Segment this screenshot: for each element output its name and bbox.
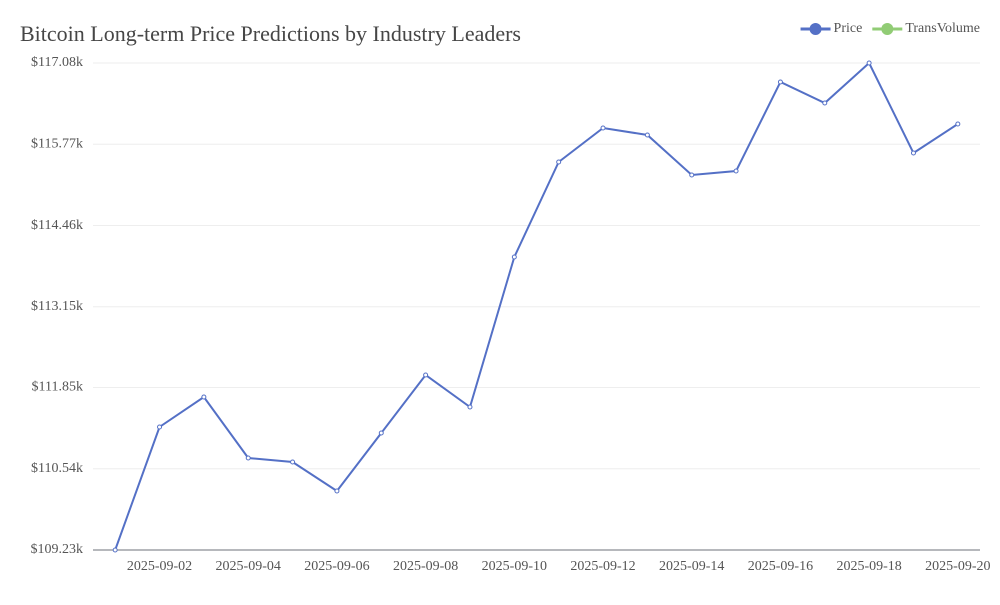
data-point (955, 121, 961, 127)
data-point (423, 372, 429, 378)
x-tick-label: 2025-09-20 (925, 559, 990, 574)
x-tick-label: 2025-09-08 (393, 559, 458, 574)
legend-label: TransVolume (905, 21, 980, 36)
legend-symbol (881, 23, 894, 35)
data-point (157, 424, 163, 430)
y-tick-label: $111.85k (32, 380, 83, 395)
y-tick-label: $117.08k (31, 55, 83, 70)
price-line (114, 61, 959, 551)
x-tick-label: 2025-09-04 (216, 559, 281, 574)
chart-title: Bitcoin Long-term Price Predictions by I… (20, 21, 521, 46)
x-tick-label: 2025-09-16 (748, 559, 813, 574)
data-point (866, 60, 872, 66)
x-tick-label: 2025-09-02 (127, 559, 192, 574)
data-point (822, 100, 828, 106)
data-point (644, 132, 650, 138)
x-tick-label: 2025-09-14 (659, 559, 724, 574)
data-point (733, 168, 739, 174)
legend-symbol (809, 23, 822, 35)
data-point (201, 394, 207, 400)
x-tick-label: 2025-09-06 (304, 559, 369, 574)
data-point (600, 125, 606, 131)
data-point (334, 488, 340, 494)
data-point (245, 455, 251, 461)
y-tick-label: $110.54k (31, 461, 83, 476)
legend-label: Price (834, 21, 863, 36)
data-point (556, 159, 562, 165)
y-tick-label: $115.77k (31, 136, 83, 151)
data-point (910, 150, 916, 156)
y-tick-label: $114.46k (31, 218, 83, 233)
y-tick-label: $109.23k (31, 542, 84, 557)
x-tick-label: 2025-09-10 (482, 559, 547, 574)
data-point (290, 459, 296, 465)
data-point (511, 254, 517, 260)
data-point (467, 404, 473, 410)
data-point (112, 547, 118, 553)
data-point (689, 172, 695, 178)
data-point (378, 430, 384, 436)
data-point (777, 79, 783, 85)
x-tick-label: 2025-09-12 (570, 559, 635, 574)
x-tick-label: 2025-09-18 (836, 559, 901, 574)
y-tick-label: $113.15k (31, 299, 83, 314)
